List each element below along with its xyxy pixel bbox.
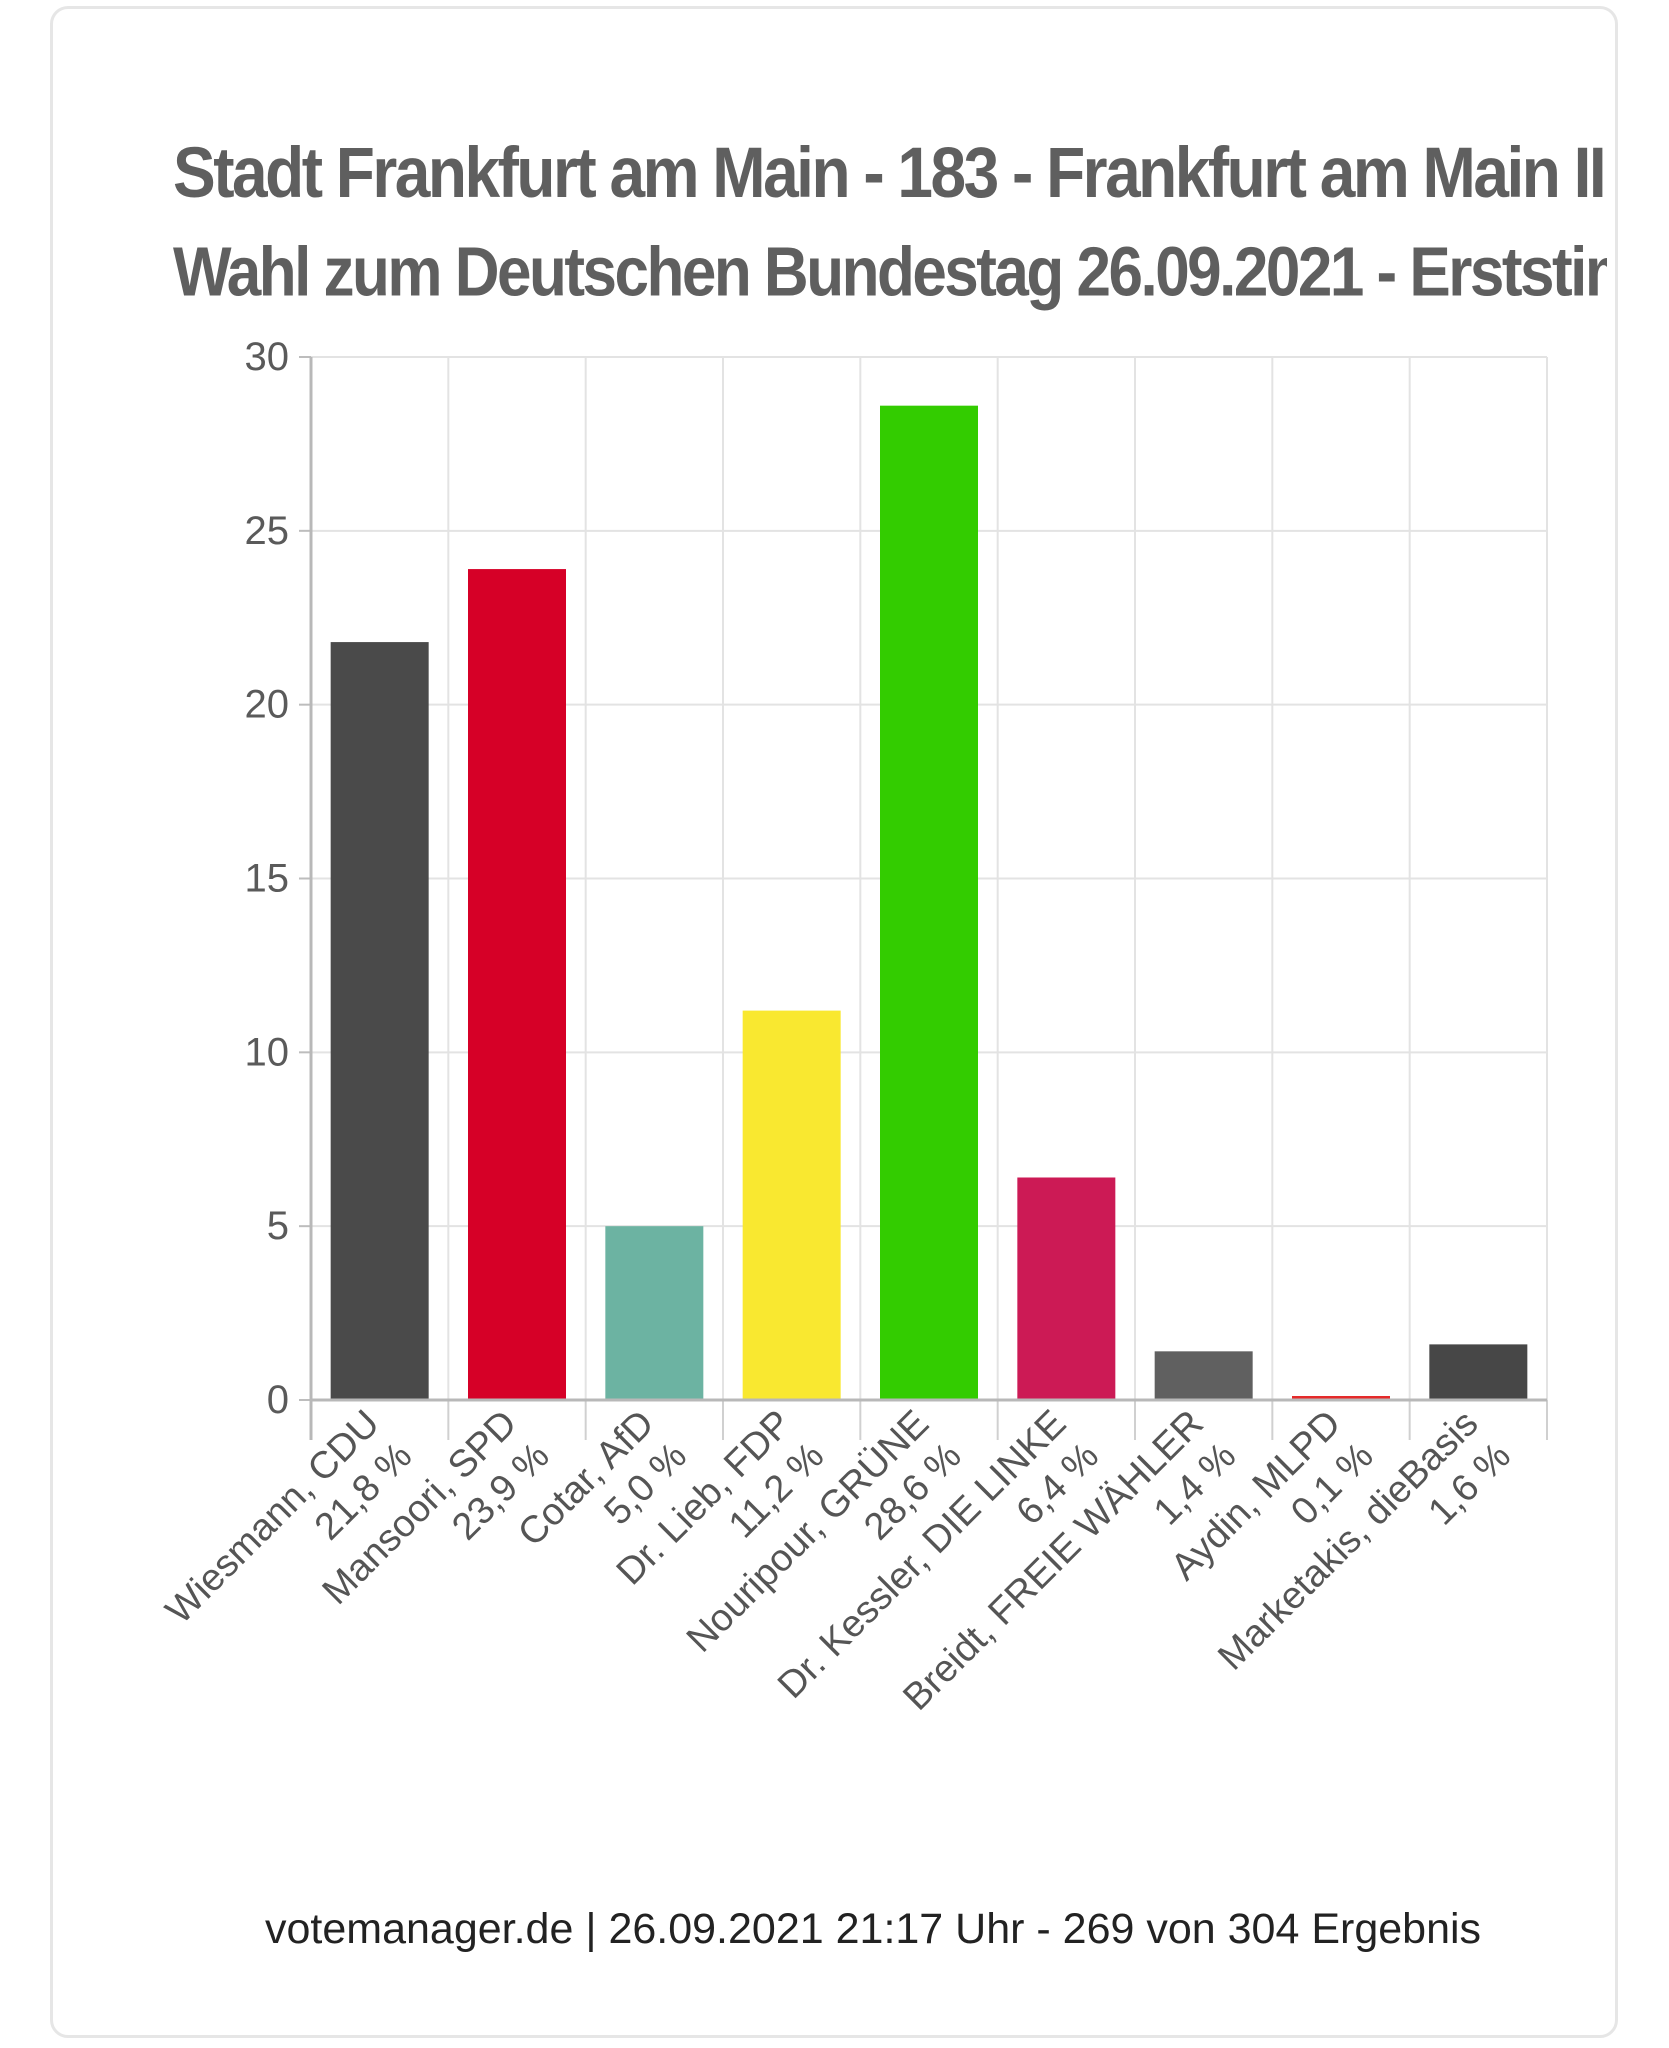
bar-layer — [330, 405, 1528, 1400]
bar-7 — [1154, 1351, 1253, 1400]
bar-3 — [605, 1226, 704, 1400]
y-tick-label: 5 — [267, 1204, 289, 1248]
bar-8 — [1292, 1396, 1390, 1400]
bar-1 — [330, 642, 429, 1400]
footer-source: votemanager.de | 26.09.2021 21:17 Uhr - … — [265, 1905, 1482, 1953]
chart-subtitle: Wahl zum Deutschen Bundestag 26.09.2021 … — [173, 234, 1607, 312]
y-tick-label: 30 — [245, 335, 290, 379]
chart-card: Stadt Frankfurt am Main - 183 - Frankfur… — [50, 6, 1618, 2038]
bar-4 — [742, 1010, 841, 1400]
chart-title: Stadt Frankfurt am Main - 183 - Frankfur… — [173, 132, 1607, 213]
bar-6 — [1017, 1177, 1116, 1400]
y-tick-label: 15 — [245, 857, 290, 901]
y-tick-label: 25 — [245, 509, 290, 553]
bar-5 — [880, 405, 978, 1400]
bar-9 — [1429, 1344, 1528, 1400]
y-tick-label: 0 — [267, 1378, 289, 1422]
axis-layer — [299, 356, 1548, 1440]
bar-2 — [468, 569, 566, 1400]
y-tick-label: 20 — [245, 683, 290, 727]
y-tick-label: 10 — [245, 1030, 290, 1074]
